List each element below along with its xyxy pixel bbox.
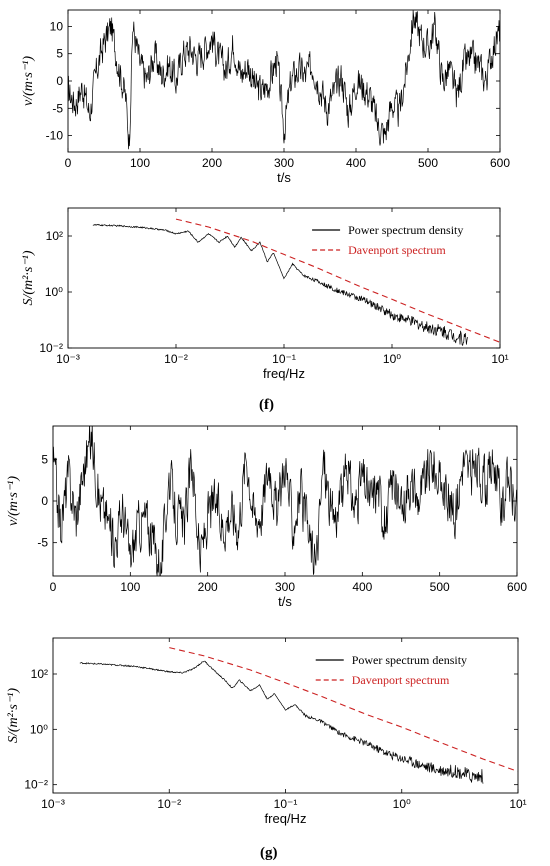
- x-tick-label: 400: [346, 156, 366, 170]
- x-tick-label: 500: [418, 156, 438, 170]
- y-tick-label: 0: [56, 74, 63, 88]
- y-axis-label: S/(m²·s⁻¹): [21, 250, 36, 305]
- y-tick-label: 10²: [31, 667, 48, 681]
- y-tick-label: 10: [50, 19, 64, 33]
- x-tick-label: 10⁻¹: [272, 352, 296, 366]
- x-tick-label: 600: [507, 580, 527, 594]
- series-line-velocity: [68, 10, 500, 150]
- x-axis-label: freq/Hz: [265, 811, 307, 826]
- y-tick-label: -10: [46, 129, 64, 143]
- legend-label: Davenport spectrum: [352, 673, 450, 687]
- x-tick-label: 10¹: [509, 797, 526, 811]
- chart-g-time-series: 0 100 200 300 400 500 600 -5 0 5 t/s v/(m·s⁻¹): [6, 425, 527, 609]
- y-tick-label: -5: [52, 101, 63, 115]
- y-tick-label: 5: [41, 452, 48, 466]
- x-tick-label: 10⁰: [393, 797, 411, 811]
- x-tick-label: 10⁰: [383, 352, 401, 366]
- x-tick-label: 10⁻²: [164, 352, 188, 366]
- x-tick-label: 10⁻³: [56, 352, 80, 366]
- chart-f-power-spectrum: 10⁻³ 10⁻² 10⁻¹ 10⁰ 10¹10⁻²10⁰10²freq/HzS/(m²…: [21, 207, 509, 381]
- y-tick-label: 5: [56, 47, 63, 61]
- x-tick-label: 200: [202, 156, 222, 170]
- legend-label: Power spectrum density: [348, 223, 463, 237]
- x-tick-label: 600: [490, 156, 510, 170]
- x-tick-label: 0: [65, 156, 72, 170]
- x-tick-label: 100: [120, 580, 140, 594]
- chart-f-time-series: 0 100 200 300 400 500 600 -10 -5 0 5 10 t/s v/(m·s⁻¹): [21, 9, 510, 185]
- y-tick-label: 10²: [46, 229, 63, 243]
- series-line-davenport-spectrum: [175, 218, 500, 343]
- y-tick-label: -5: [37, 536, 48, 550]
- x-tick-label: 10⁻³: [41, 797, 65, 811]
- x-tick-label: 10¹: [491, 352, 508, 366]
- x-axis-label: freq/Hz: [263, 366, 305, 381]
- series-line-davenport-spectrum: [169, 647, 518, 773]
- x-tick-label: 500: [430, 580, 450, 594]
- x-tick-label: 200: [198, 580, 218, 594]
- x-tick-label: 400: [352, 580, 372, 594]
- legend-label: Davenport spectrum: [348, 243, 446, 257]
- y-tick-label: 10⁻²: [39, 341, 63, 355]
- x-tick-label: 10⁻¹: [274, 797, 298, 811]
- series-line-power-spectrum-density: [92, 223, 468, 346]
- x-tick-label: 100: [130, 156, 150, 170]
- series-line-velocity: [53, 426, 517, 576]
- panel-label-g: (g): [260, 845, 278, 861]
- x-axis-label: t/s: [278, 594, 292, 609]
- x-tick-label: 300: [274, 156, 294, 170]
- y-tick-label: 10⁻²: [24, 778, 48, 792]
- series-line-power-spectrum-density: [79, 660, 484, 784]
- y-tick-label: 0: [41, 494, 48, 508]
- y-axis-label: v/(m·s⁻¹): [6, 476, 21, 526]
- x-tick-label: 10⁻²: [157, 797, 181, 811]
- y-tick-label: 10⁰: [45, 285, 63, 299]
- y-axis-label: S/(m²·s⁻¹): [6, 688, 21, 743]
- panel-label-f: (f): [259, 397, 274, 413]
- x-tick-label: 0: [50, 580, 57, 594]
- legend-label: Power spectrum density: [352, 653, 467, 667]
- y-axis-label: v/(m·s⁻¹): [21, 56, 36, 106]
- chart-g-power-spectrum: 10⁻³ 10⁻² 10⁻¹ 10⁰ 10¹ 10⁻² 10⁰ 10² freq/Hz S/(m²…: [6, 637, 527, 826]
- x-axis-label: t/s: [277, 170, 291, 185]
- y-tick-label: 10⁰: [30, 722, 48, 736]
- x-tick-label: 300: [275, 580, 295, 594]
